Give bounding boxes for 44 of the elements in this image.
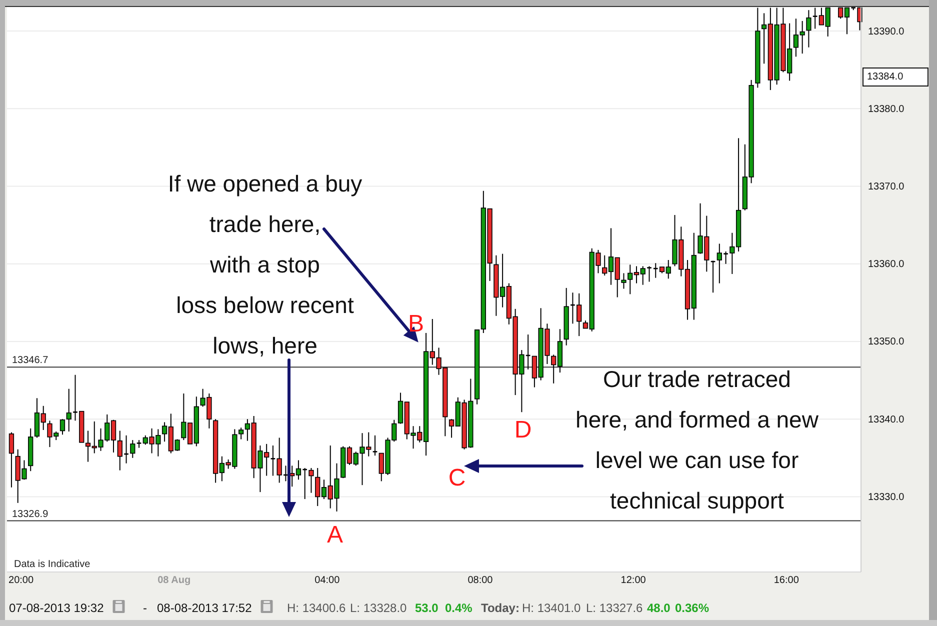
text: H: 13401.0 — [522, 601, 582, 615]
annotation: D — [514, 416, 532, 444]
y-tick-label: 13360.0 — [868, 259, 905, 270]
text: 0.4% — [445, 601, 473, 615]
x-tick-label: 12:00 — [620, 575, 646, 586]
candlestick — [130, 440, 136, 458]
text: Today: — [481, 601, 520, 615]
x-tick-label: 08:00 — [468, 575, 494, 586]
annotation: Data is Indicative — [14, 559, 91, 570]
ref-line-label: 13346.7 — [12, 355, 49, 366]
candlestick — [270, 444, 276, 476]
annotation: If we opened a buy trade here, with a stop loss below recent lows, here — [168, 170, 363, 358]
ref-line-label: 13326.9 — [12, 508, 49, 520]
text: H: 13400.6 — [287, 601, 346, 615]
text: L: 13327.6 — [586, 601, 644, 615]
x-tick-label: 16:00 — [774, 575, 800, 586]
text: 13384.0 — [867, 72, 904, 82]
y-tick-label: 13330.0 — [868, 492, 905, 503]
annotation: A — [326, 522, 344, 548]
x-tick-label: 08 Aug — [158, 575, 191, 586]
annotation: B — [408, 310, 424, 338]
candlestick — [308, 468, 314, 494]
y-tick-label: 13350.0 — [868, 336, 905, 348]
x-tick-label: 04:00 — [314, 575, 340, 586]
candlestick — [372, 434, 378, 456]
y-tick-label: 13340.0 — [868, 414, 905, 426]
text: 08-08-2013 17:52 — [157, 601, 252, 615]
candlestick — [806, 10, 812, 48]
text: - — [143, 601, 147, 615]
text: 53.0 — [415, 601, 439, 615]
y-tick-label: 13380.0 — [868, 104, 905, 115]
candlestick — [60, 418, 66, 436]
candlestick — [621, 272, 626, 290]
candlestick — [812, 7, 818, 30]
y-tick-label: 13370.0 — [868, 181, 905, 192]
text: 07-08-2013 19:32 — [9, 601, 104, 615]
text: 48.0 — [647, 601, 671, 615]
annotation: C — [448, 464, 466, 492]
annotation: Our trade retraced here, and formed a new level we can use for technical support — [576, 366, 819, 514]
candlestick — [8, 432, 14, 488]
y-tick-label: 13390.0 — [868, 26, 905, 38]
x-tick-label: 20:00 — [8, 575, 34, 586]
text: L: 13328.0 — [350, 601, 408, 615]
text: 0.36% — [675, 601, 710, 615]
